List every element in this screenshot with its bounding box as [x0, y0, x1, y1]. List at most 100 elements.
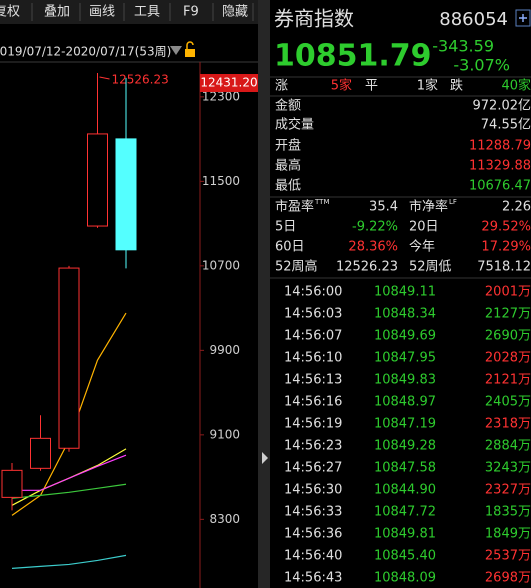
toolbar-button[interactable]: 隐藏: [222, 5, 248, 20]
tick-price: 10849.83: [374, 373, 436, 388]
toolbar-button[interactable]: F9: [183, 5, 199, 20]
tick-volume: 2327万: [485, 483, 531, 498]
toolbar-button[interactable]: 复权: [0, 4, 20, 20]
toolbar-button[interactable]: 工具: [134, 5, 160, 20]
toolbar: [0, 0, 258, 24]
candle-body: [30, 437, 51, 469]
tick-price: 10849.81: [374, 527, 436, 542]
tick-time: 14:56:16: [284, 395, 342, 410]
breadth-value: 5家: [331, 78, 352, 94]
moving-average: [11, 483, 127, 499]
tick-volume: 3243万: [485, 461, 531, 476]
tick-volume: 2537万: [485, 549, 531, 564]
y-tick-label: 9100: [209, 427, 240, 441]
toolbar-button[interactable]: 画线: [89, 5, 115, 20]
date-range: 2019/07/12-2020/07/17(53周): [0, 45, 171, 59]
max-price-label: 12526.23: [112, 72, 169, 86]
metric-label: 今年: [409, 239, 435, 255]
tick-volume: 2405万: [485, 395, 531, 410]
tick-time: 14:56:23: [284, 439, 342, 454]
tick-price: 10844.90: [374, 483, 436, 498]
toolbar-button[interactable]: 叠加: [44, 5, 70, 20]
metric-label: 市盈率: [275, 199, 314, 215]
tick-price: 10847.19: [374, 417, 436, 432]
stat-label: 开盘: [275, 138, 301, 154]
change: -343.59: [432, 37, 494, 56]
tick-price: 10847.95: [374, 351, 436, 366]
y-tick-label: 12300: [202, 89, 240, 103]
metric-value: 35.4: [369, 200, 398, 215]
tick-price: 10847.58: [374, 461, 436, 476]
metric-label: 60日: [275, 240, 305, 255]
collapse-arrow[interactable]: [262, 452, 268, 464]
lock-icon[interactable]: [185, 41, 195, 57]
stat-value: 74.55亿: [481, 118, 531, 133]
breadth-value: 40家: [501, 78, 531, 94]
tick-price: 10849.11: [374, 285, 436, 300]
tick-price: 10849.69: [374, 329, 436, 344]
tick-time: 14:56:13: [284, 373, 342, 388]
tick-time: 14:56:27: [284, 461, 342, 476]
tick-time: 14:56:33: [284, 505, 342, 520]
metric-value: 7518.12: [477, 260, 531, 275]
tick-time: 14:56:19: [284, 417, 342, 432]
add-icon[interactable]: [519, 14, 527, 22]
tick-volume: 2698万: [485, 571, 531, 586]
tick-price: 10848.09: [374, 571, 436, 586]
metric-label: 52周低: [409, 260, 452, 275]
y-tick-label: 11500: [202, 174, 240, 188]
stat-label: 最高: [275, 158, 301, 174]
tick-volume: 2127万: [485, 307, 531, 322]
tick-price: 10845.40: [374, 549, 436, 564]
tick-volume: 2884万: [485, 439, 531, 454]
y-tick-label: 9900: [209, 343, 240, 357]
add-button[interactable]: [515, 9, 531, 27]
metric-label-superscript: LF: [449, 198, 457, 206]
tick-time: 14:56:10: [284, 351, 342, 366]
tick-volume: 1835万: [485, 505, 531, 520]
tick-price: 10849.28: [374, 439, 436, 454]
stat-value: 972.02亿: [473, 99, 531, 114]
max-pointer: [99, 76, 110, 80]
tick-time: 14:56:36: [284, 527, 342, 542]
stat-label: 成交量: [275, 117, 314, 133]
candle-body: [115, 138, 137, 251]
tick-volume: 2121万: [485, 373, 531, 388]
tick-volume: 2028万: [485, 351, 531, 366]
metric-value: 17.29%: [481, 240, 531, 255]
metric-value: 2.26: [502, 200, 531, 215]
metric-label-superscript: TTM: [314, 198, 329, 206]
candle-body: [58, 267, 80, 449]
tick-price: 10848.34: [374, 307, 436, 322]
tick-volume: 2001万: [485, 285, 531, 300]
moving-average: [11, 554, 127, 569]
dropdown-icon[interactable]: [170, 46, 182, 55]
tick-time: 14:56:03: [284, 307, 342, 322]
tick-volume: 2318万: [485, 417, 531, 432]
y-tick-label: 10700: [202, 258, 240, 272]
cursor-price-label: 12431.20: [200, 75, 257, 89]
index-code: 886054: [439, 9, 508, 30]
metric-value: -9.22%: [352, 220, 398, 235]
stat-label: 金额: [275, 98, 301, 114]
metric-label: 52周高: [275, 259, 318, 275]
y-tick-label: 8300: [209, 512, 240, 526]
splitter[interactable]: [258, 0, 270, 588]
tick-price: 10848.97: [374, 395, 436, 410]
cursor-price-box: [200, 73, 258, 92]
stat-value: 11288.79: [469, 139, 531, 154]
metric-value: 29.52%: [481, 220, 531, 235]
tick-volume: 2690万: [485, 329, 531, 344]
last-price: 10851.79: [274, 39, 432, 74]
candle-body: [1, 469, 23, 498]
tick-price: 10847.72: [374, 505, 436, 520]
metric-value: 28.36%: [348, 240, 398, 255]
tick-time: 14:56:43: [284, 571, 342, 586]
candle-body: [87, 133, 108, 227]
breadth-value: 1家: [417, 78, 438, 94]
tick-time: 14:56:30: [284, 483, 342, 498]
breadth-label: 跌: [450, 78, 463, 94]
tick-time: 14:56:40: [284, 549, 342, 564]
change-percent: -3.07%: [453, 56, 510, 75]
